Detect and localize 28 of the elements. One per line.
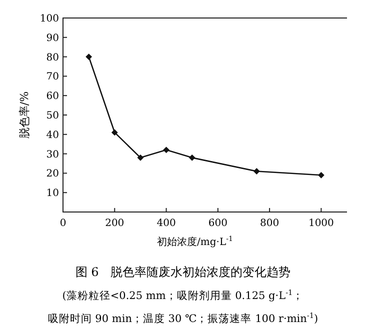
y-tick-label: 40 xyxy=(46,130,59,141)
y-tick-label: 10 xyxy=(46,188,59,200)
caption: 图 6 脱色率随废水初始浓度的变化趋势 xyxy=(75,265,291,279)
x-tick-label: 0 xyxy=(60,218,66,229)
point xyxy=(86,54,92,60)
point xyxy=(318,172,324,178)
y-tick-label: 80 xyxy=(46,52,59,64)
point xyxy=(163,146,170,154)
y-tick-label: 100 xyxy=(40,14,59,24)
y-tick-label: 70 xyxy=(46,72,59,83)
text: 吸附时间 90 min；温度 30 ℃；振荡速率 100 r·min$^{-1}$) xyxy=(48,310,318,325)
x-tick-label: 600 xyxy=(208,218,228,229)
y-axis-title: 脱色率/% xyxy=(18,91,31,139)
x-axis-title: 初始浓度/mg·L$^{-1}$ xyxy=(157,235,233,248)
point xyxy=(188,154,196,161)
x-tick-label: 800 xyxy=(260,218,280,229)
y-tick-label: 50 xyxy=(46,110,59,122)
point xyxy=(137,154,144,161)
point xyxy=(253,168,260,174)
x-tick-label: 1000 xyxy=(308,218,334,229)
point xyxy=(111,129,118,136)
y-tick-label: 20 xyxy=(46,168,59,180)
x-tick-label: 200 xyxy=(105,218,124,229)
x-tick-label: 400 xyxy=(156,218,176,229)
text: (藻粉粒径<0.25 mm；吸附剂用量 0.125 g·L$^{-1}$； xyxy=(62,288,304,302)
y-tick-label: 60 xyxy=(46,91,59,102)
y-tick-label: 30 xyxy=(46,149,59,160)
y-tick-label: 90 xyxy=(46,32,59,44)
